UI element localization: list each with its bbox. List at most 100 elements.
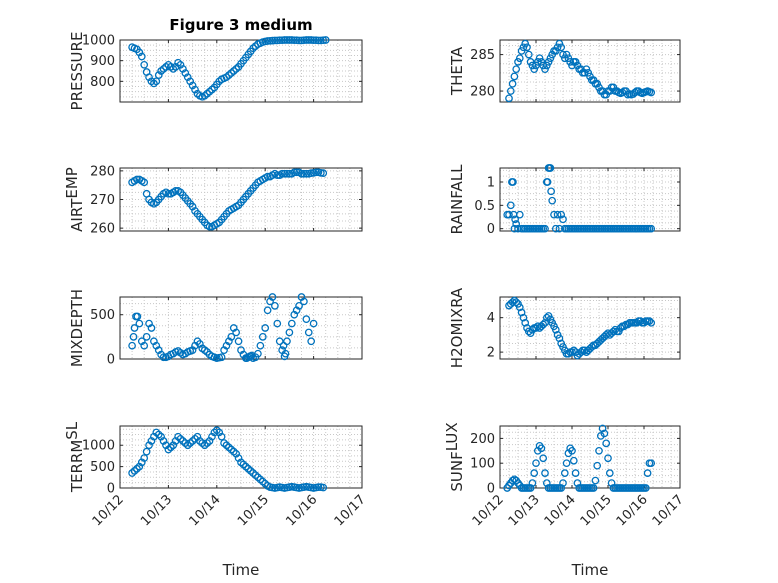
x-tick-label: 10/16 <box>283 492 320 529</box>
data-point <box>541 318 549 327</box>
data-point <box>532 459 540 468</box>
data-point <box>557 210 566 219</box>
data-point <box>275 337 284 346</box>
data-point <box>509 178 517 186</box>
data-point <box>273 319 282 328</box>
y-tick-label: 0 <box>487 222 495 237</box>
data-point <box>551 325 560 334</box>
data-point <box>517 308 526 317</box>
data-point <box>512 65 521 74</box>
data-point <box>647 224 656 233</box>
data-point <box>514 224 522 233</box>
data-point <box>537 444 546 453</box>
data-point <box>268 293 277 301</box>
data-point <box>533 58 542 66</box>
data-point <box>517 47 526 55</box>
data-point <box>280 36 289 44</box>
data-point <box>557 43 566 52</box>
data-point <box>555 39 564 48</box>
data-point <box>537 58 546 66</box>
y-axis-label: AIRTEMP <box>63 167 86 232</box>
y-axis-label: PRESSURE <box>68 32 86 111</box>
data-point <box>217 432 226 441</box>
data-point <box>283 337 291 346</box>
data-point <box>227 333 236 341</box>
y-tick-label: 0.5 <box>474 199 495 214</box>
data-point <box>589 484 598 492</box>
axes-box <box>119 296 363 360</box>
data-point <box>542 479 551 487</box>
data-point <box>528 61 537 70</box>
data-point <box>647 318 656 327</box>
y-tick-label: 285 <box>470 48 495 63</box>
y-tick-label: 260 <box>90 222 115 237</box>
y-tick-label: 1 <box>487 176 495 191</box>
data-point <box>541 224 549 233</box>
y-tick-label: 0 <box>487 482 495 497</box>
y-tick-label: 500 <box>90 308 115 323</box>
data-point <box>275 36 284 45</box>
data-point <box>562 459 571 468</box>
axes-box <box>119 425 363 489</box>
y-tick-label: 500 <box>90 460 115 475</box>
data-point <box>181 69 190 77</box>
data-point <box>548 196 557 205</box>
axes-box <box>119 39 363 103</box>
x-tick-label: 10/12 <box>470 492 507 529</box>
data-point <box>147 324 156 332</box>
data-point <box>568 446 576 455</box>
data-point <box>133 312 142 321</box>
data-point <box>564 349 573 358</box>
x-tick-label: 10/15 <box>235 492 272 529</box>
data-point <box>205 222 214 231</box>
y-tick-label: 2 <box>487 346 495 361</box>
data-point <box>541 65 549 74</box>
data-point <box>566 58 575 66</box>
data-point <box>300 297 308 306</box>
data-point <box>521 318 530 327</box>
data-point <box>505 94 513 103</box>
data-point <box>281 349 290 358</box>
y-tick-label: 0 <box>107 353 115 368</box>
x-tick-label: 10/16 <box>614 492 651 529</box>
data-point <box>506 87 515 95</box>
x-tick-label: 10/13 <box>506 492 543 529</box>
data-point <box>573 479 582 487</box>
data-point <box>602 439 611 448</box>
data-point <box>595 446 603 455</box>
y-tick-label: 0 <box>107 482 115 497</box>
data-point <box>530 469 539 477</box>
data-point <box>542 61 551 70</box>
chart-title: Figure 3 medium <box>169 16 312 34</box>
data-point <box>304 328 313 337</box>
data-point <box>319 169 328 178</box>
data-point <box>559 479 567 487</box>
data-point <box>541 469 549 477</box>
x-tick-label: 10/15 <box>578 492 615 529</box>
data-point <box>555 224 564 233</box>
data-point <box>256 341 265 350</box>
data-point <box>285 36 294 44</box>
data-point <box>577 348 585 356</box>
data-point <box>129 333 138 341</box>
data-point <box>273 171 282 180</box>
data-point <box>179 65 187 73</box>
axes-box <box>499 39 681 103</box>
data-point <box>292 168 301 177</box>
data-point <box>302 169 311 178</box>
data-point <box>142 447 151 456</box>
data-point <box>647 88 656 97</box>
data-point <box>135 319 144 328</box>
data-point <box>587 343 596 351</box>
data-point <box>191 85 199 94</box>
data-point <box>514 58 522 66</box>
data-point <box>553 43 562 52</box>
data-point <box>546 54 555 63</box>
data-point <box>217 353 226 362</box>
y-tick-label: 800 <box>90 75 115 90</box>
y-tick-label: 4 <box>487 311 495 326</box>
data-point <box>519 43 528 52</box>
data-point <box>140 454 149 462</box>
y-tick-label: 270 <box>90 193 115 208</box>
data-point <box>512 298 521 307</box>
